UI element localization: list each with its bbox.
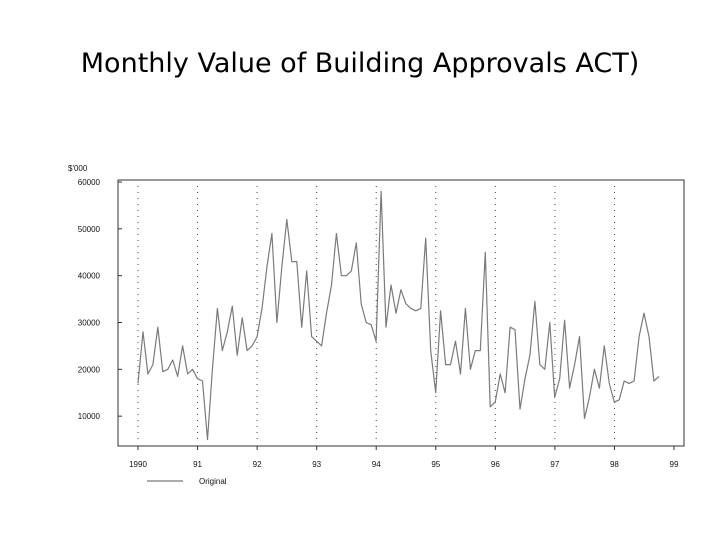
- y-tick-label: 50000: [78, 225, 101, 234]
- slide-title: Monthly Value of Building Approvals ACT): [80, 48, 640, 79]
- y-axis-ticks: 60000 50000 40000 30000 20000 10000: [78, 178, 122, 421]
- legend-label: Original: [199, 477, 227, 486]
- y-tick-label: 20000: [78, 365, 101, 374]
- x-tick-label: 1990: [129, 460, 147, 469]
- series-layer: [137, 190, 660, 441]
- x-tick-label: 93: [312, 460, 321, 469]
- legend: Original: [147, 477, 227, 486]
- x-tick-label: 96: [491, 460, 500, 469]
- y-tick-label: 30000: [78, 319, 101, 328]
- y-axis-label: $'000: [68, 164, 88, 173]
- x-tick-label: 94: [372, 460, 381, 469]
- x-axis-ticks: 1990 91 92 93 94 95 96 97 98 99: [129, 446, 679, 469]
- plot-frame: [117, 179, 685, 447]
- x-tick-label: 97: [550, 460, 559, 469]
- grid-layer: [137, 186, 615, 444]
- y-tick-label: 10000: [78, 412, 101, 421]
- x-tick-label: 91: [193, 460, 202, 469]
- x-tick-label: 99: [670, 460, 679, 469]
- y-tick-label: 40000: [78, 272, 101, 281]
- x-tick-label: 95: [431, 460, 440, 469]
- y-tick-label: 60000: [78, 178, 101, 187]
- x-tick-label: 92: [253, 460, 262, 469]
- x-tick-label: 98: [610, 460, 619, 469]
- series-line-original: [137, 190, 660, 441]
